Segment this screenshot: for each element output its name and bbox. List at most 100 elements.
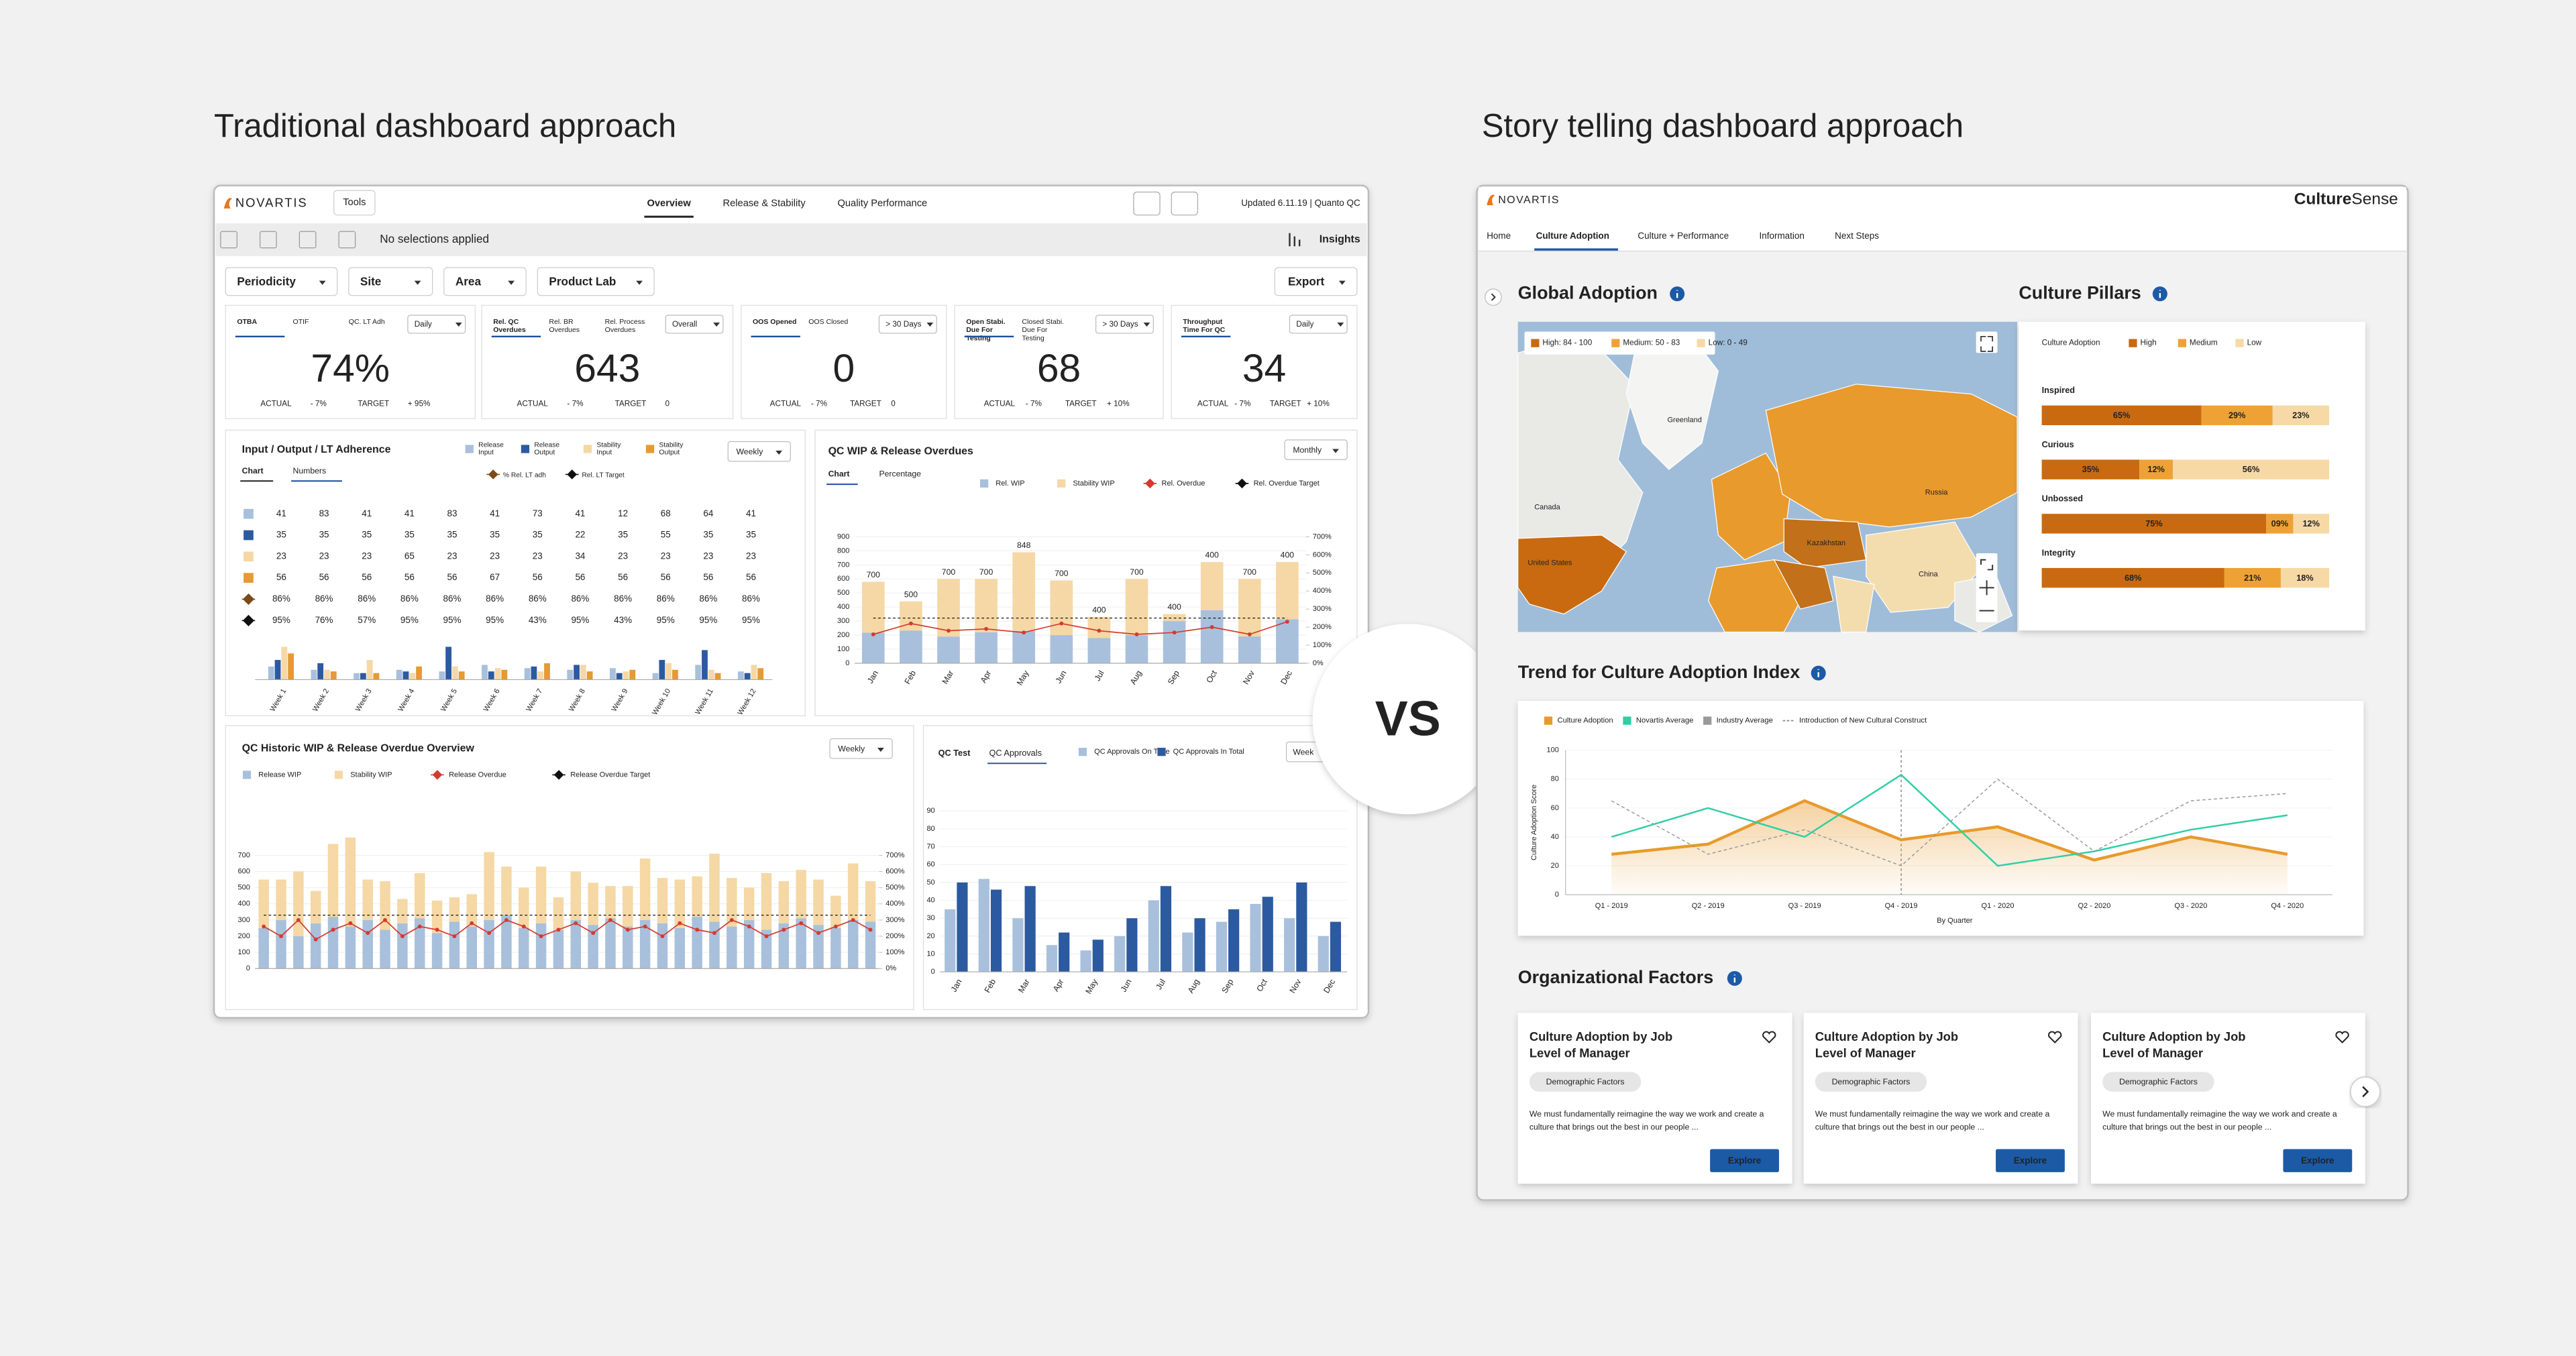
nav-tab[interactable]: Information: [1760, 231, 1805, 241]
filter-label[interactable]: Periodicity: [237, 275, 296, 288]
icon-button[interactable]: [1171, 191, 1198, 216]
filter-label[interactable]: Product Lab: [549, 275, 616, 288]
bar: [1059, 932, 1070, 972]
map-control[interactable]: [1976, 331, 1998, 353]
icon-button[interactable]: [1133, 191, 1161, 216]
bar: [588, 883, 598, 925]
legend-label: Release Output: [534, 441, 561, 456]
filter-dropdown[interactable]: [537, 267, 655, 296]
panel-tab[interactable]: Percentage: [879, 469, 921, 479]
kpi-dropdown[interactable]: [1095, 315, 1154, 334]
panel-tab[interactable]: QC Test: [938, 748, 971, 758]
tools-button[interactable]: [333, 190, 376, 216]
panel-dropdown[interactable]: [727, 441, 791, 462]
nav-tab[interactable]: Culture Adoption: [1536, 231, 1609, 241]
dropdown-label[interactable]: Daily: [415, 320, 432, 329]
panel-tab[interactable]: QC Approvals: [989, 748, 1041, 758]
caret: [455, 323, 462, 327]
panel-tab[interactable]: Numbers: [293, 466, 327, 475]
dropdown-label[interactable]: Daily: [1296, 320, 1313, 329]
tools[interactable]: Tools: [343, 197, 366, 208]
heart-icon[interactable]: [2048, 1031, 2062, 1043]
kpi-tab[interactable]: Throughput Time For QC: [1183, 318, 1225, 334]
kpi-tab[interactable]: Rel. QC Overdues: [493, 318, 526, 334]
text-line: Testing: [966, 334, 991, 342]
filter-dropdown[interactable]: [348, 267, 433, 296]
nav-tab[interactable]: Release & Stability: [723, 198, 806, 209]
dropdown-label[interactable]: Monthly: [1293, 445, 1322, 455]
bar: [553, 929, 564, 969]
heart-icon[interactable]: [2335, 1031, 2349, 1043]
dropdown-label[interactable]: > 30 Days: [1102, 320, 1138, 329]
export[interactable]: Export: [1288, 275, 1325, 288]
bar: [466, 894, 477, 927]
bar-total-label: 700: [979, 567, 994, 577]
nav-tab[interactable]: Culture + Performance: [1638, 231, 1729, 241]
tool-icon[interactable]: [259, 231, 277, 249]
button-label[interactable]: Explore: [1728, 1155, 1762, 1166]
kpi-tab[interactable]: Rel. Process Overdues: [605, 318, 647, 334]
bar: [531, 666, 537, 680]
panel-tab[interactable]: Chart: [242, 466, 264, 475]
kpi-dropdown[interactable]: [407, 315, 466, 334]
panel-tab[interactable]: Chart: [828, 469, 850, 479]
bar: [482, 665, 488, 680]
bar-total-label: 848: [1017, 541, 1031, 550]
bar: [414, 872, 425, 919]
nav-tab[interactable]: Home: [1487, 231, 1511, 241]
button-label[interactable]: Explore: [2014, 1155, 2047, 1166]
kpi-tab[interactable]: OOS Opened: [753, 318, 796, 326]
tool-icon[interactable]: [338, 231, 356, 249]
kpi-tab[interactable]: Rel. BR Overdues: [549, 318, 580, 334]
kpi-tab[interactable]: Closed Stabi. Due For Testing: [1022, 318, 1065, 342]
bar-total-label: 400: [1281, 551, 1295, 560]
dropdown-label[interactable]: > 30 Days: [885, 320, 921, 329]
explore-button[interactable]: [1710, 1149, 1779, 1172]
dropdown-label[interactable]: Week: [1293, 748, 1314, 757]
filter-label[interactable]: Area: [455, 275, 482, 288]
panel-dropdown[interactable]: [1284, 439, 1348, 461]
bar: [652, 673, 659, 680]
dropdown-label[interactable]: Overall: [672, 320, 697, 329]
table-cell: 41: [276, 508, 286, 518]
explore-button[interactable]: [2283, 1149, 2353, 1172]
explore-button[interactable]: [1996, 1149, 2065, 1172]
nav-tab[interactable]: Quality Performance: [837, 198, 927, 209]
nav-tab[interactable]: Overview: [647, 198, 692, 209]
filter-dropdown[interactable]: [443, 267, 527, 296]
carousel-next[interactable]: [2350, 1076, 2381, 1107]
tool-icon[interactable]: [220, 231, 237, 249]
filter-label[interactable]: Site: [360, 275, 381, 288]
tool-icon[interactable]: [299, 231, 317, 249]
y-tick-label: 400: [238, 900, 250, 908]
bar-total-label: 400: [1205, 551, 1219, 560]
kpi-tab[interactable]: OOS Closed: [808, 318, 848, 326]
table-cell: 95%: [742, 615, 760, 625]
table-cell: 56: [618, 572, 628, 582]
y-tick-label: 40: [926, 896, 934, 904]
kpi-dropdown[interactable]: [1289, 315, 1348, 334]
card-title: Culture Adoption by Job Level of Manager: [1815, 1029, 1962, 1060]
kpi-tab[interactable]: OTBA: [237, 318, 257, 326]
text-line: Rel. Overdue Target: [1254, 479, 1320, 488]
legend-label: Rel. LT Target: [582, 471, 624, 479]
button-label[interactable]: Explore: [2301, 1155, 2334, 1166]
export-dropdown[interactable]: [1274, 267, 1358, 296]
insights[interactable]: Insights: [1320, 234, 1360, 245]
kpi-dropdown[interactable]: [878, 315, 937, 334]
axis-label: By Quarter: [1937, 917, 1973, 925]
panel-dropdown[interactable]: [829, 738, 893, 759]
kpi-dropdown[interactable]: [665, 315, 724, 334]
nav-tab[interactable]: Next Steps: [1835, 231, 1879, 241]
side-toggle[interactable]: [1485, 288, 1502, 306]
kpi-tab[interactable]: QC. LT Adh: [349, 318, 385, 326]
filter-dropdown[interactable]: [225, 267, 338, 296]
text-line: Stability WIP: [1073, 479, 1114, 488]
dropdown-label[interactable]: Weekly: [838, 744, 865, 754]
bar: [830, 927, 841, 969]
dropdown-label[interactable]: Weekly: [736, 447, 763, 457]
kpi-caption: ACTUAL: [1197, 399, 1229, 408]
kpi-tab[interactable]: OTIF: [293, 318, 309, 326]
heart-icon[interactable]: [1762, 1031, 1776, 1043]
y-tick-label: 800: [837, 547, 849, 555]
